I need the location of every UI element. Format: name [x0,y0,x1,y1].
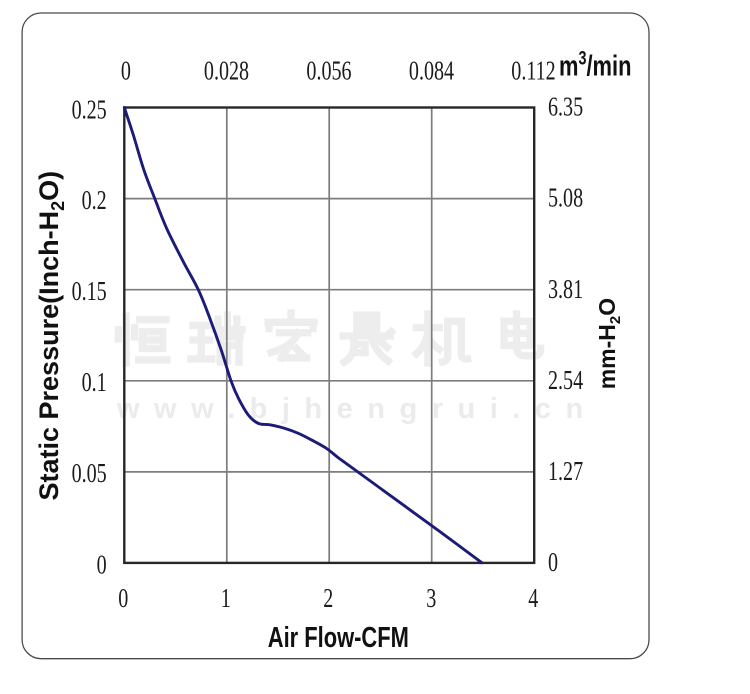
svg-text:5.08: 5.08 [548,184,583,214]
svg-text:0.1: 0.1 [82,368,107,398]
svg-text:6.35: 6.35 [548,93,583,123]
svg-text:0.05: 0.05 [72,459,107,489]
svg-text:2.54: 2.54 [548,366,583,396]
svg-text:www.bjhengrui.cn: www.bjhengrui.cn [116,393,598,425]
svg-text:3: 3 [426,584,436,614]
svg-text:0.15: 0.15 [72,277,107,307]
svg-text:m3/min: m3/min [559,48,631,83]
svg-text:0.2: 0.2 [82,186,107,216]
svg-text:0: 0 [121,57,131,87]
svg-text:0.028: 0.028 [204,57,249,87]
svg-text:1: 1 [221,584,231,614]
svg-text:1.27: 1.27 [548,457,583,487]
svg-text:0.25: 0.25 [72,95,107,125]
svg-text:0.084: 0.084 [409,57,454,87]
svg-text:3.81: 3.81 [548,275,583,305]
svg-text:mm-H2O: mm-H2O [594,298,624,389]
svg-text:0: 0 [548,548,558,578]
svg-text:0: 0 [118,584,128,614]
svg-text:0.112: 0.112 [511,57,555,87]
svg-text:2: 2 [323,584,333,614]
svg-text:0.056: 0.056 [306,57,351,87]
svg-text:Air Flow-CFM: Air Flow-CFM [268,622,409,654]
svg-text:Static Pressure(Inch-H2O): Static Pressure(Inch-H2O) [34,171,68,501]
svg-text:0: 0 [97,550,107,580]
svg-text:4: 4 [528,584,538,614]
